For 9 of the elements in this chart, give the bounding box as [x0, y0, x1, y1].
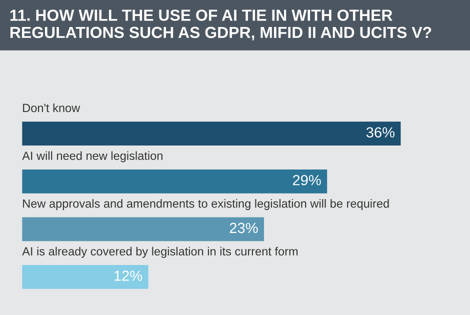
data-label: 36%	[366, 127, 395, 138]
y-tick-label: AI will need new legislation	[22, 151, 162, 162]
data-label: 12%	[114, 270, 142, 281]
data-label: 23%	[230, 222, 258, 234]
y-tick-label: Don't know	[23, 103, 80, 112]
y-tick-label: New approvals and amendments to existing legislation will be required	[23, 199, 389, 210]
y-tick-label: AI is already covered by legislation in its current form	[22, 246, 298, 258]
chart-title: 11. HOW WILL THE USE OF AI TIE IN WITH OTHER REGULATIONS SUCH AS GDPR, MIFID II AND UCITS V?	[10, 10, 432, 40]
data-label: 29%	[292, 174, 321, 186]
